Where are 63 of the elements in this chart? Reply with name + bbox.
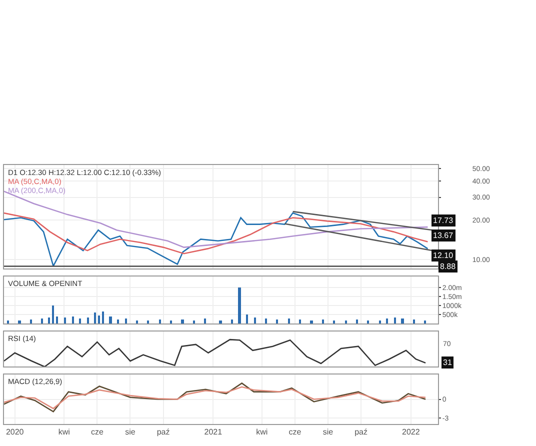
bar bbox=[288, 318, 290, 324]
bar bbox=[204, 318, 206, 324]
bar bbox=[345, 320, 347, 324]
bar bbox=[109, 316, 112, 324]
bar bbox=[181, 319, 184, 324]
bar bbox=[87, 317, 89, 324]
bar bbox=[136, 320, 138, 324]
bar bbox=[117, 319, 119, 324]
annotation: 13.67 bbox=[433, 231, 454, 240]
bar bbox=[64, 317, 66, 324]
annotation: 12.10 bbox=[433, 251, 454, 260]
line-series bbox=[4, 212, 428, 254]
bar bbox=[30, 319, 32, 324]
bar bbox=[125, 318, 127, 324]
bar bbox=[231, 319, 233, 324]
bar bbox=[238, 287, 241, 324]
bar bbox=[310, 320, 313, 324]
x-tick-label: 2021 bbox=[204, 428, 223, 437]
bar bbox=[94, 312, 96, 324]
bar bbox=[52, 305, 54, 324]
bar bbox=[424, 320, 426, 324]
bar bbox=[72, 316, 74, 324]
x-tick-label: kwi bbox=[58, 428, 70, 437]
x-tick-label: cze bbox=[288, 428, 302, 437]
bar bbox=[322, 319, 324, 324]
bar bbox=[219, 320, 222, 324]
bar bbox=[333, 320, 335, 324]
bar bbox=[246, 314, 248, 324]
bar bbox=[356, 319, 358, 324]
bar bbox=[48, 317, 50, 324]
x-tick-label: 2020 bbox=[6, 428, 24, 437]
bar bbox=[299, 319, 301, 324]
bar bbox=[254, 317, 256, 324]
x-tick-label: paź bbox=[354, 428, 368, 437]
bar bbox=[170, 320, 172, 324]
text: 31 bbox=[443, 358, 452, 367]
x-tick-label: sie bbox=[322, 428, 334, 437]
bar bbox=[394, 317, 396, 324]
bar bbox=[265, 318, 267, 324]
bar bbox=[413, 319, 415, 324]
bar bbox=[98, 315, 100, 324]
bar bbox=[7, 320, 9, 324]
x-tick-label: kwi bbox=[256, 428, 268, 437]
bar bbox=[79, 318, 81, 324]
bar bbox=[193, 320, 195, 324]
bar bbox=[401, 318, 404, 324]
annotation: 17.73 bbox=[433, 216, 454, 225]
ref-line-label: 8.88 bbox=[440, 262, 456, 271]
bar bbox=[18, 320, 21, 324]
x-tick-label: cze bbox=[90, 428, 104, 437]
x-tick-label: paź bbox=[156, 428, 170, 437]
bar bbox=[147, 320, 149, 324]
bar bbox=[379, 320, 381, 324]
bar bbox=[367, 320, 369, 324]
bar bbox=[276, 319, 278, 324]
x-tick-label: sie bbox=[125, 428, 136, 437]
bar bbox=[41, 318, 43, 324]
x-tick-label: 2022 bbox=[402, 428, 420, 437]
bar bbox=[102, 311, 104, 324]
bar bbox=[56, 316, 58, 324]
line-series bbox=[4, 212, 428, 267]
bar bbox=[386, 318, 388, 324]
bar bbox=[159, 319, 161, 324]
